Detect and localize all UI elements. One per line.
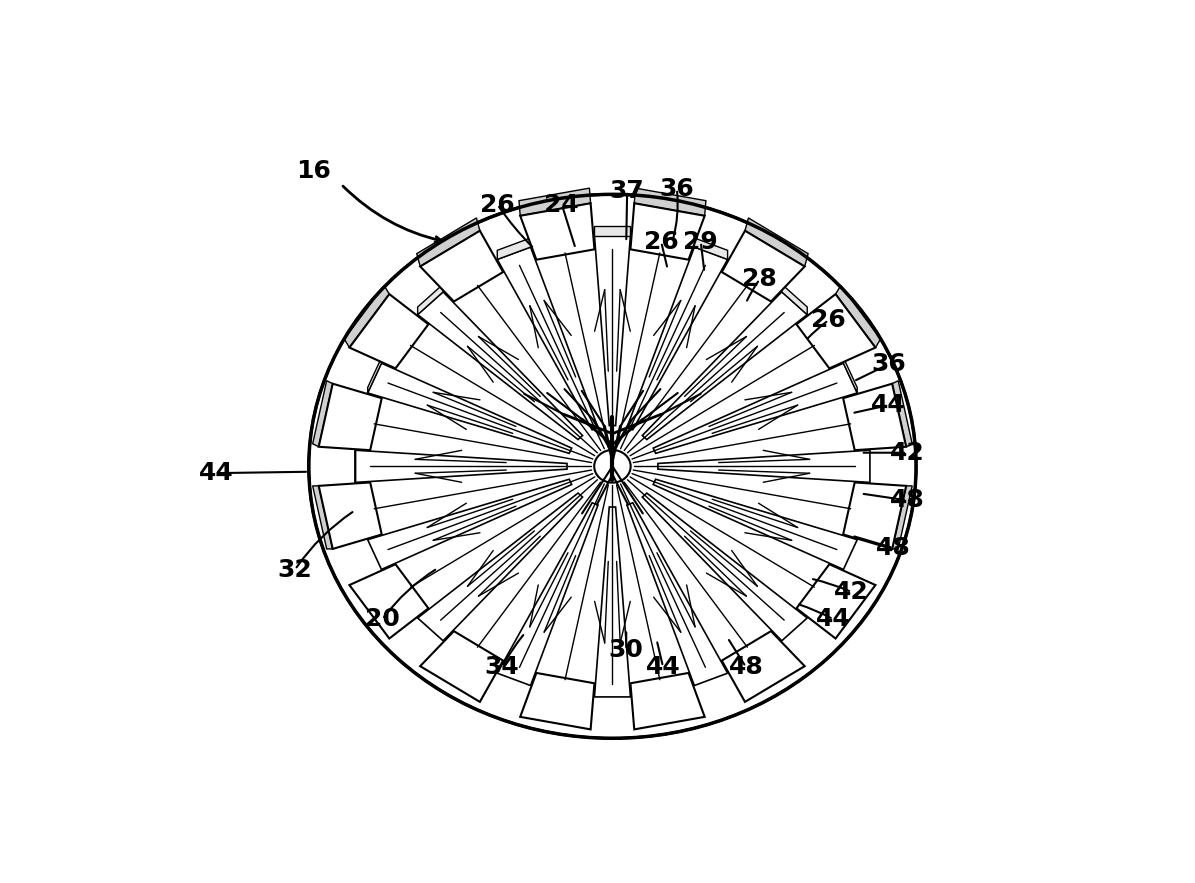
Polygon shape [421,230,503,301]
Polygon shape [654,479,857,570]
Text: 16: 16 [296,159,331,183]
Polygon shape [744,218,808,267]
Polygon shape [844,384,906,450]
Polygon shape [421,631,503,702]
Polygon shape [368,358,381,393]
Polygon shape [627,247,728,430]
Polygon shape [893,381,912,447]
Polygon shape [497,502,598,685]
Polygon shape [654,363,857,453]
Polygon shape [519,188,590,215]
Polygon shape [344,285,390,348]
Ellipse shape [308,194,917,738]
Text: 44: 44 [871,393,906,417]
Text: 42: 42 [834,580,869,604]
Text: 36: 36 [871,352,906,376]
Polygon shape [417,493,582,641]
Polygon shape [313,486,332,549]
Text: 26: 26 [811,308,846,332]
Polygon shape [643,493,808,641]
Polygon shape [722,631,804,702]
Text: 48: 48 [876,536,911,560]
Text: 26: 26 [480,192,515,216]
Text: 34: 34 [485,655,520,679]
Polygon shape [796,564,876,638]
Polygon shape [368,479,571,570]
Polygon shape [349,294,429,368]
Polygon shape [355,450,566,482]
Polygon shape [722,230,804,301]
Text: 28: 28 [742,268,777,291]
Polygon shape [594,507,631,697]
Polygon shape [594,236,631,426]
Polygon shape [844,358,857,393]
Polygon shape [627,502,728,685]
Polygon shape [694,238,728,260]
Text: 30: 30 [608,638,644,662]
Text: 36: 36 [660,177,694,201]
Text: 29: 29 [684,230,718,254]
Polygon shape [844,482,906,549]
Polygon shape [835,285,881,348]
Polygon shape [368,363,571,453]
Polygon shape [417,218,480,267]
Polygon shape [349,564,429,638]
Polygon shape [497,238,531,260]
Polygon shape [497,247,598,430]
Text: 44: 44 [200,461,234,485]
Ellipse shape [594,450,631,483]
Text: 42: 42 [889,441,924,464]
Polygon shape [417,292,582,440]
Polygon shape [319,482,381,549]
Polygon shape [594,226,631,236]
Polygon shape [520,673,594,729]
Polygon shape [796,294,876,368]
Text: 48: 48 [729,655,764,679]
Text: 26: 26 [644,230,679,254]
Polygon shape [631,203,705,260]
Text: 48: 48 [889,488,924,512]
Polygon shape [631,673,705,729]
Text: 24: 24 [545,192,580,216]
Polygon shape [319,384,381,450]
Polygon shape [893,486,912,549]
Polygon shape [643,292,808,440]
Text: 44: 44 [816,608,851,631]
Text: 37: 37 [609,179,644,203]
Text: 44: 44 [645,655,680,679]
Text: 20: 20 [364,608,400,631]
Polygon shape [313,381,332,447]
Polygon shape [658,450,870,482]
Text: 32: 32 [277,558,312,582]
Polygon shape [520,203,594,260]
Polygon shape [635,188,706,215]
Polygon shape [417,284,443,314]
Polygon shape [782,284,808,314]
